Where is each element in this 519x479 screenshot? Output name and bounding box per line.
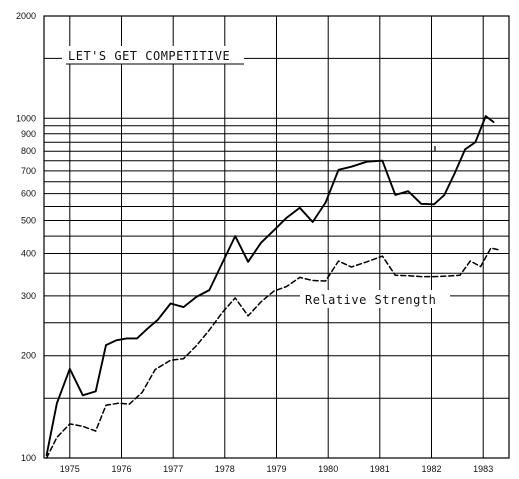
y-tick-label: 1000 xyxy=(16,113,36,123)
x-axis-tick-labels: 1975 1976 1977 1978 1979 1980 1981 1982 1983 xyxy=(60,464,493,474)
heading-text: LET'S GET COMPETITIVE xyxy=(68,49,230,63)
relative-strength-label: Relative Strength xyxy=(305,293,436,307)
x-tick-label: 1981 xyxy=(370,464,390,474)
x-tick-label: 1979 xyxy=(266,464,286,474)
dashed-series-line xyxy=(45,247,500,459)
x-tick-label: 1978 xyxy=(215,464,235,474)
x-tick-label: 1976 xyxy=(111,464,131,474)
y-tick-label: 2000 xyxy=(16,11,36,21)
vertical-gridlines xyxy=(69,16,484,458)
y-axis-tick-labels: 100 200 300 400 500 600 700 800 900 1000 2000 xyxy=(16,11,36,463)
x-tick-label: 1980 xyxy=(318,464,338,474)
relative-strength-annotation: Relative Strength xyxy=(300,290,450,308)
y-tick-label: 500 xyxy=(21,216,36,226)
solid-series-line xyxy=(45,115,495,457)
relative-strength-background xyxy=(300,290,450,308)
y-tick-label: 600 xyxy=(21,189,36,199)
heading-annotation: LET'S GET COMPETITIVE xyxy=(62,46,244,65)
x-tick-label: 1983 xyxy=(473,464,493,474)
y-tick-label: 400 xyxy=(21,249,36,259)
y-tick-label: 700 xyxy=(21,166,36,176)
y-tick-label: 200 xyxy=(21,351,36,361)
series-layer xyxy=(45,115,500,459)
x-tick-label: 1975 xyxy=(60,464,80,474)
x-tick-label: 1982 xyxy=(421,464,441,474)
y-tick-label: 900 xyxy=(21,129,36,139)
heading-background xyxy=(62,46,244,64)
x-tick-label: 1977 xyxy=(163,464,183,474)
y-tick-label: 300 xyxy=(21,291,36,301)
y-tick-label: 100 xyxy=(21,453,36,463)
y-tick-label: 800 xyxy=(21,146,36,156)
